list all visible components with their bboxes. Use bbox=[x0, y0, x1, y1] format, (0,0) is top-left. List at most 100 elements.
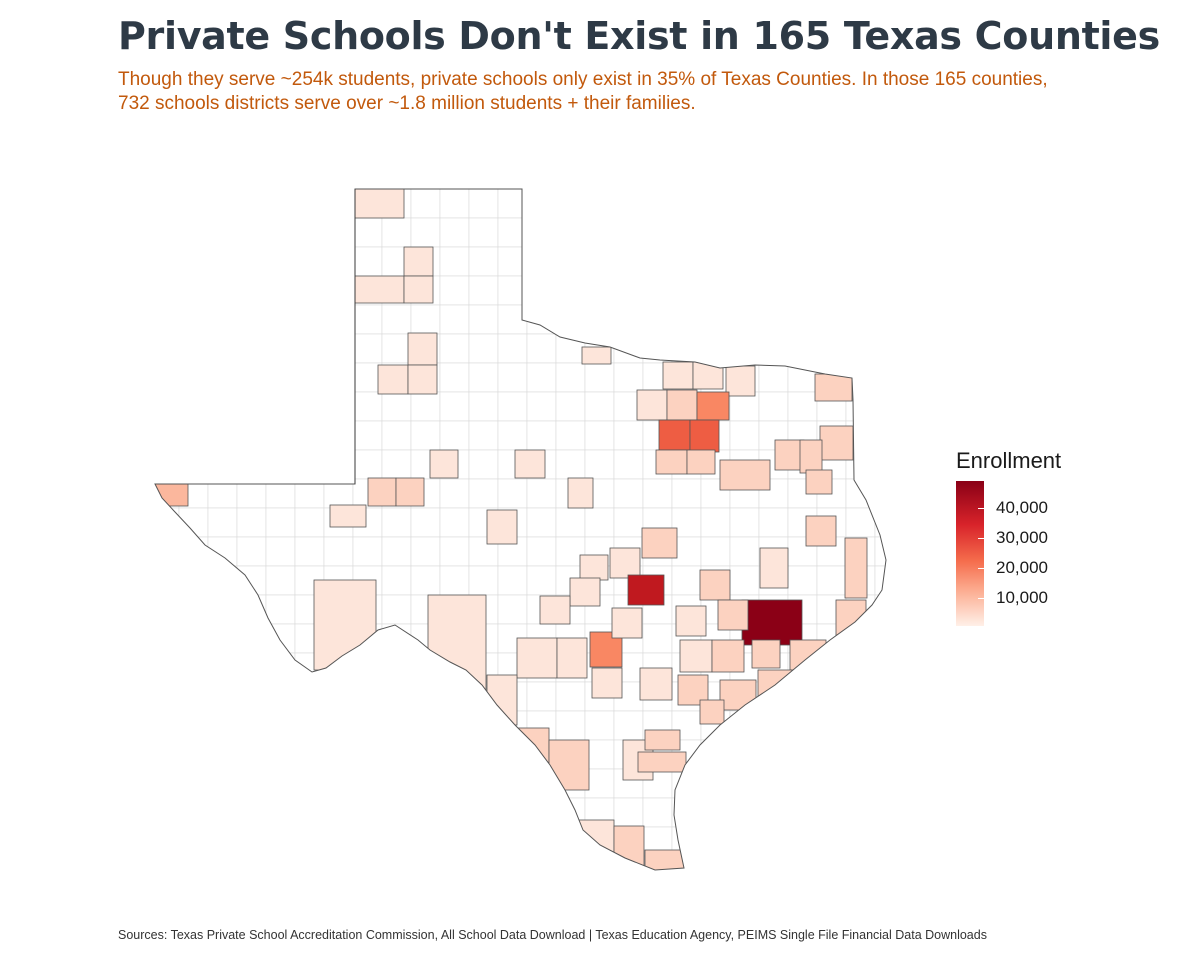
county bbox=[874, 826, 886, 857]
county bbox=[613, 189, 644, 219]
county bbox=[845, 826, 876, 857]
county-with-private-schools bbox=[805, 515, 837, 547]
county bbox=[439, 768, 470, 799]
county bbox=[874, 391, 886, 422]
county bbox=[381, 855, 412, 870]
county-with-private-schools bbox=[805, 469, 833, 495]
county bbox=[613, 333, 644, 364]
county bbox=[671, 304, 702, 335]
county bbox=[439, 478, 470, 509]
county-with-private-schools bbox=[789, 639, 827, 671]
county bbox=[381, 565, 412, 596]
county bbox=[671, 189, 702, 219]
county bbox=[816, 275, 847, 306]
county bbox=[439, 189, 470, 219]
county bbox=[497, 797, 528, 828]
county bbox=[410, 652, 441, 683]
county bbox=[294, 536, 325, 567]
county bbox=[410, 536, 441, 567]
county bbox=[207, 217, 238, 248]
county bbox=[236, 246, 267, 277]
county bbox=[497, 739, 528, 770]
county bbox=[642, 275, 673, 306]
county bbox=[729, 855, 760, 870]
county bbox=[265, 739, 296, 770]
county bbox=[845, 217, 876, 248]
county bbox=[352, 855, 383, 870]
county bbox=[236, 449, 267, 480]
county bbox=[178, 652, 209, 683]
county bbox=[265, 855, 296, 870]
county bbox=[352, 420, 383, 451]
county bbox=[787, 797, 818, 828]
county bbox=[294, 478, 325, 509]
county bbox=[265, 507, 296, 538]
county bbox=[468, 826, 499, 857]
county-with-private-schools bbox=[486, 674, 518, 726]
county bbox=[845, 681, 876, 712]
county bbox=[874, 536, 886, 567]
county bbox=[265, 623, 296, 654]
map-subtitle: Though they serve ~254k students, privat… bbox=[118, 69, 1048, 114]
county bbox=[555, 304, 586, 335]
county bbox=[584, 391, 615, 422]
county bbox=[381, 536, 412, 567]
county bbox=[439, 739, 470, 770]
county bbox=[700, 855, 731, 870]
county bbox=[352, 739, 383, 770]
county bbox=[352, 536, 383, 567]
county bbox=[642, 797, 673, 828]
legend-tick bbox=[978, 568, 984, 569]
county bbox=[381, 739, 412, 770]
county bbox=[526, 536, 557, 567]
county-with-private-schools bbox=[591, 667, 623, 699]
county bbox=[294, 362, 325, 393]
county bbox=[439, 710, 470, 741]
county bbox=[729, 189, 760, 219]
county bbox=[468, 449, 499, 480]
county bbox=[874, 246, 886, 277]
county bbox=[178, 565, 209, 596]
county bbox=[497, 362, 528, 393]
county bbox=[323, 275, 354, 306]
county bbox=[439, 362, 470, 393]
county bbox=[526, 565, 557, 596]
county bbox=[178, 536, 209, 567]
county bbox=[816, 565, 847, 596]
county bbox=[845, 739, 876, 770]
county bbox=[439, 797, 470, 828]
county bbox=[207, 391, 238, 422]
legend-label-10000: 10,000 bbox=[996, 588, 1048, 607]
county bbox=[468, 275, 499, 306]
county bbox=[352, 797, 383, 828]
county bbox=[381, 449, 412, 480]
county bbox=[323, 536, 354, 567]
county bbox=[294, 507, 325, 538]
county bbox=[381, 594, 412, 625]
county bbox=[874, 739, 886, 770]
county bbox=[236, 768, 267, 799]
county bbox=[526, 681, 557, 712]
county bbox=[526, 855, 557, 870]
county bbox=[439, 826, 470, 857]
county bbox=[555, 362, 586, 393]
county bbox=[155, 449, 180, 480]
county bbox=[700, 189, 731, 219]
county bbox=[816, 855, 847, 870]
county bbox=[236, 189, 267, 219]
county bbox=[816, 681, 847, 712]
county bbox=[584, 246, 615, 277]
county bbox=[265, 391, 296, 422]
county bbox=[410, 797, 441, 828]
county bbox=[155, 565, 180, 596]
county bbox=[207, 536, 238, 567]
county bbox=[323, 420, 354, 451]
county-with-private-schools bbox=[711, 639, 745, 673]
county bbox=[207, 797, 238, 828]
county bbox=[381, 623, 412, 654]
county-with-private-schools bbox=[539, 595, 571, 625]
county bbox=[497, 217, 528, 248]
legend-label-20000: 20,000 bbox=[996, 558, 1048, 577]
county-with-private-schools bbox=[486, 509, 518, 545]
county bbox=[236, 710, 267, 741]
